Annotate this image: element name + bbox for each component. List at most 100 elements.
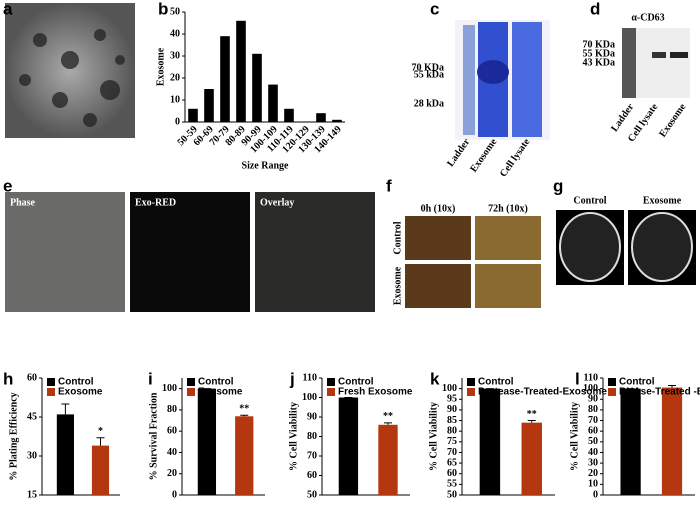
legend-swatch: [467, 378, 475, 386]
phase-image: [5, 192, 125, 312]
y-tick-label: 100: [583, 383, 598, 394]
y-tick-label: 60: [307, 470, 317, 481]
y-tick-label: 20: [167, 468, 177, 479]
legend-swatch: [608, 378, 616, 386]
band: [477, 60, 509, 84]
legend-swatch: [327, 388, 335, 396]
y-tick-label: 60: [27, 372, 37, 383]
panel-label: j: [289, 369, 295, 388]
y-axis-label: % Plating Efficiency: [8, 392, 19, 480]
column-label: Exosome: [643, 195, 682, 206]
error-bar: [384, 422, 392, 425]
bar: [91, 445, 110, 495]
legend-swatch: [327, 378, 335, 386]
y-tick-label: 70: [307, 450, 317, 461]
y-tick-label: 0: [175, 116, 180, 127]
marker-label: 28 kDa: [414, 98, 444, 109]
y-tick-label: 20: [170, 72, 180, 83]
y-tick-label: 55: [447, 479, 457, 490]
bar: [479, 388, 501, 495]
y-tick-label: 45: [27, 411, 37, 422]
panel-label: l: [575, 369, 580, 388]
bar: [316, 113, 326, 122]
y-tick-label: 0: [593, 489, 598, 500]
lane-label: Exosome: [468, 136, 499, 174]
blot-title: α-CD63: [631, 12, 664, 23]
column-label: Control: [573, 195, 606, 206]
y-tick-label: 40: [588, 447, 598, 458]
panel-label: c: [430, 0, 439, 18]
y-tick-label: 50: [170, 6, 180, 17]
y-axis-label: % Cell Viability: [288, 402, 299, 471]
lane-label: Exosome: [657, 101, 688, 139]
y-tick-label: 80: [307, 431, 317, 442]
panel-label: k: [430, 369, 440, 388]
lane-label: Cell lysate: [498, 136, 533, 179]
row-label: Control: [392, 221, 403, 254]
y-tick-label: 10: [170, 94, 180, 105]
y-tick-label: 60: [447, 468, 457, 479]
panel-label: e: [3, 176, 12, 195]
significance: **: [527, 409, 537, 420]
bar: [332, 119, 342, 122]
marker-label: 70 KDa: [412, 62, 445, 73]
y-axis-label: Exosome: [155, 47, 166, 86]
y-tick-label: 70: [588, 415, 598, 426]
wound-image: [475, 216, 541, 260]
y-tick-label: 100: [442, 383, 457, 394]
panel-label: i: [148, 369, 153, 388]
bar: [252, 53, 262, 122]
panel-label: d: [590, 0, 600, 18]
y-axis-label: % Cell Viability: [569, 402, 580, 471]
tem-image: [5, 3, 135, 138]
legend-swatch: [187, 388, 195, 396]
blot-band: [652, 52, 666, 58]
legend-label: Exosome: [198, 387, 243, 398]
y-tick-label: 40: [167, 447, 177, 458]
y-tick-label: 70: [447, 447, 457, 458]
column-label: 0h (10x): [421, 203, 456, 214]
y-tick-label: 80: [447, 425, 457, 436]
bar: [620, 388, 641, 495]
bar: [188, 108, 198, 122]
lysate-lane: [512, 22, 542, 137]
y-tick-label: 60: [167, 425, 177, 436]
legend-swatch: [608, 388, 616, 396]
marker-label: 43 KDa: [583, 57, 616, 68]
y-tick-label: 15: [27, 489, 37, 500]
y-tick-label: 30: [170, 50, 180, 61]
marker-label: 55 KDa: [583, 48, 616, 59]
y-axis-label: % Cell Viability: [428, 402, 439, 471]
y-tick-label: 50: [588, 436, 598, 447]
legend-label: Control: [478, 377, 514, 388]
y-axis-label: % Survival Fraction: [148, 392, 159, 480]
y-tick-label: 50: [447, 489, 457, 500]
image-label: Exo-RED: [135, 197, 176, 208]
bar: [197, 388, 217, 495]
panel-label: f: [386, 176, 392, 195]
bar: [521, 422, 542, 495]
bar: [220, 36, 230, 123]
y-tick-label: 95: [447, 394, 457, 405]
column-label: 72h (10x): [488, 203, 528, 214]
legend-label: Control: [58, 377, 94, 388]
y-tick-label: 10: [588, 479, 598, 490]
wound-image: [405, 264, 471, 308]
bar: [661, 387, 683, 495]
legend-swatch: [467, 388, 475, 396]
image-label: Phase: [10, 197, 36, 208]
lane-label: Ladder: [445, 136, 472, 169]
wound-image: [405, 216, 471, 260]
legend-label: RNAse-Treated -Exosome: [619, 387, 700, 398]
overlay-image: [255, 192, 375, 312]
panel-label: h: [3, 369, 13, 388]
legend-label: Exosome: [58, 387, 103, 398]
legend-swatch: [47, 388, 55, 396]
y-tick-label: 80: [588, 404, 598, 415]
y-tick-label: 30: [588, 457, 598, 468]
bar: [378, 424, 398, 495]
panel-label: g: [553, 176, 563, 195]
bar: [338, 397, 359, 495]
error-bar: [240, 414, 249, 417]
legend-swatch: [187, 378, 195, 386]
